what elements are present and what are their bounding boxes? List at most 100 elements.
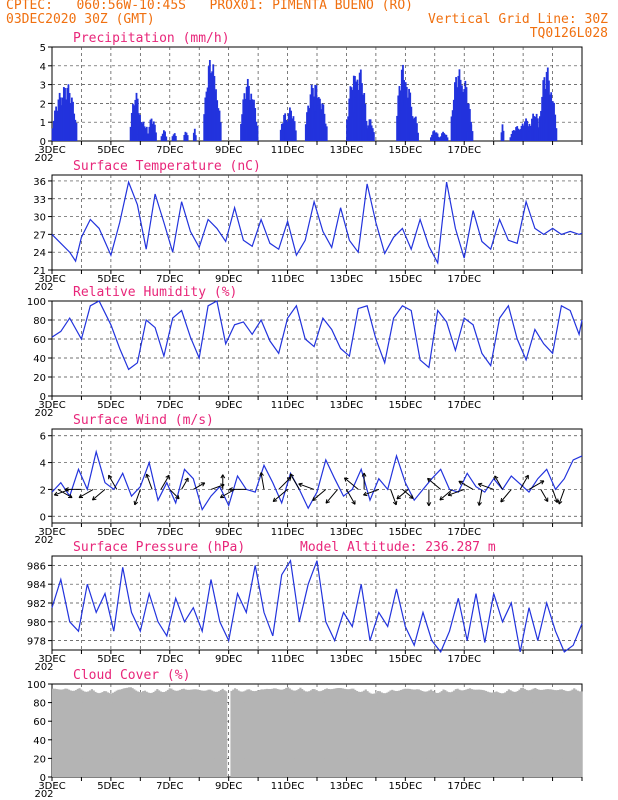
precip-bar: [408, 88, 410, 141]
precip-bar: [510, 133, 513, 141]
cloud-bar: [308, 691, 311, 777]
precip-bar: [143, 135, 146, 141]
precip-bar: [517, 128, 520, 141]
precip-bar: [348, 98, 351, 141]
precip-bar: [554, 114, 557, 141]
wind-arrow-head: [447, 491, 453, 497]
precip-bar: [143, 126, 146, 141]
precip-bar: [160, 136, 163, 141]
precip-bar: [207, 66, 210, 141]
x-subtick-label: 202: [34, 282, 53, 293]
precip-bar: [413, 117, 416, 141]
series-line: [51, 558, 583, 654]
precip-bar: [294, 130, 297, 141]
wind-arrow-head: [272, 497, 278, 503]
wind-arrow-head: [312, 496, 317, 501]
precip-bar: [142, 121, 145, 141]
precip-bar: [74, 119, 77, 141]
wind-arrow-head: [392, 500, 398, 506]
wind-arrow: [528, 480, 545, 490]
precip-bar: [211, 104, 214, 141]
cloud-bar: [518, 689, 521, 777]
precip-bar: [432, 131, 435, 141]
cloud-bar: [313, 689, 316, 777]
precip-bar: [145, 126, 148, 141]
cloud-bar: [491, 692, 495, 777]
x-tick-label: 17DEC: [447, 781, 481, 792]
cloud-bar: [394, 690, 397, 777]
precip-bar: [462, 91, 464, 141]
x-tick-label: 15DEC: [388, 145, 422, 156]
cloud-bar: [431, 690, 434, 777]
cloud-bar: [317, 691, 320, 777]
cloud-bar: [80, 689, 83, 777]
cloud-bar: [421, 690, 424, 777]
precip-bar: [410, 122, 413, 141]
cloud-bar: [159, 691, 162, 777]
cloud-bar: [536, 689, 539, 777]
y-tick-label: 2: [40, 485, 46, 496]
precip-bar: [184, 131, 187, 141]
cloud-bar: [530, 689, 533, 777]
x-subtick-label: 202: [34, 535, 53, 546]
precip-bar: [402, 105, 405, 141]
precip-bar: [254, 108, 257, 141]
cloud-bar: [124, 688, 127, 777]
precip-bar: [322, 104, 325, 141]
x-tick-label: 9DEC: [215, 145, 242, 156]
precip-bar: [308, 108, 311, 141]
precip-bar: [59, 102, 62, 141]
x-subtick-label: 202: [34, 153, 53, 164]
precip-bar: [210, 109, 213, 141]
cloud-bar: [295, 690, 298, 777]
precip-bar: [409, 132, 412, 141]
cloud-bar: [292, 690, 295, 777]
y-tick-label: 4: [40, 62, 46, 73]
precip-bar: [458, 108, 461, 141]
cloud-bar: [543, 689, 546, 777]
precip-bar: [285, 122, 288, 141]
cloud-bar: [532, 688, 535, 777]
cloud-bar: [265, 688, 268, 777]
wind-arrow-head: [544, 497, 549, 502]
wind-arrow-head: [539, 480, 545, 485]
precip-bar: [153, 124, 156, 141]
cloud-bar: [175, 690, 178, 777]
cloud-bar: [92, 690, 95, 777]
cloud-bar: [246, 689, 249, 777]
precip-bar: [526, 120, 529, 141]
cloud-bar: [152, 692, 155, 777]
cloud-bar: [332, 688, 336, 777]
x-tick-label: 9DEC: [215, 400, 242, 411]
cloud-bar: [218, 691, 221, 777]
cloud-bar: [274, 688, 277, 777]
cloud-bar: [490, 692, 493, 777]
cloud-bar: [507, 689, 510, 777]
precip-bar: [130, 112, 133, 141]
cloud-bar: [458, 689, 461, 777]
cloud-bar: [106, 692, 109, 777]
cloud-bar: [428, 690, 431, 777]
precip-bar: [246, 126, 248, 141]
cloud-bar: [209, 689, 212, 777]
precip-bar: [522, 125, 525, 141]
cloud-bar: [271, 688, 274, 777]
x-tick-label: 15DEC: [388, 527, 422, 538]
cloud-bar: [516, 691, 519, 777]
x-tick-label: 17DEC: [447, 400, 481, 411]
cloud-bar: [59, 689, 62, 777]
cloud-bar: [348, 689, 351, 777]
cloud-bar: [382, 693, 385, 777]
wind-arrow: [108, 474, 118, 490]
cloud-bar: [364, 689, 367, 777]
x-tick-label: 3DEC: [38, 400, 65, 411]
cloud-bar: [361, 691, 364, 777]
cloud-bar: [193, 689, 196, 777]
precip-bar: [525, 118, 527, 141]
precip-bar: [411, 116, 414, 141]
cloud-bar: [173, 690, 177, 777]
y-tick-label: 20: [33, 754, 46, 765]
cloud-bar: [412, 689, 415, 777]
wind-arrow: [519, 474, 529, 490]
x-tick-label: 7DEC: [156, 654, 183, 665]
